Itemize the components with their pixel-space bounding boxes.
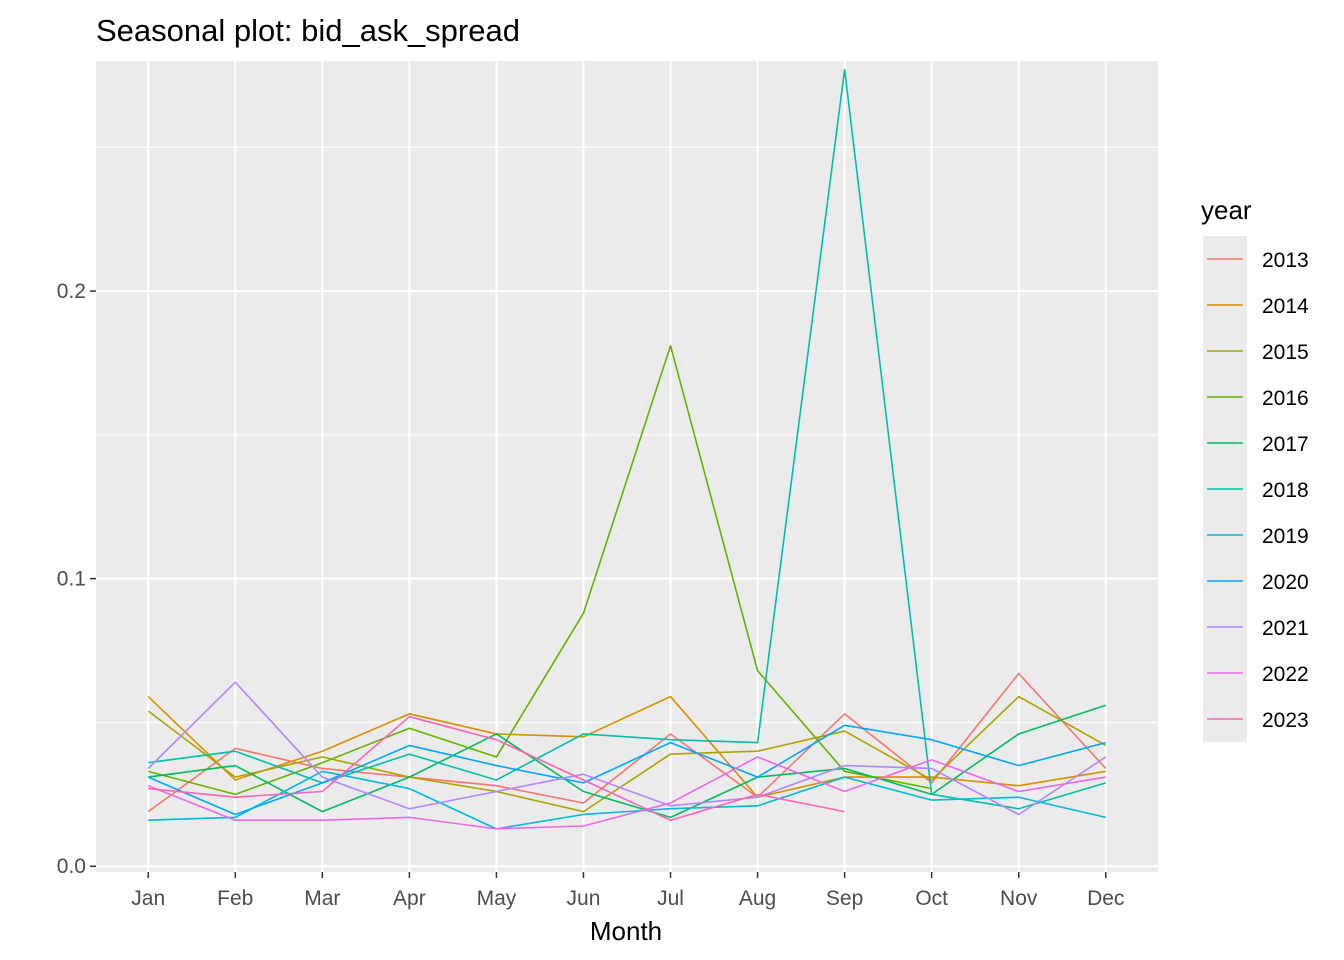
- series-line-2017: [148, 704, 1107, 819]
- x-tick-label-jul: Jul: [657, 887, 684, 910]
- y-tick-label: 0.0: [57, 855, 86, 878]
- x-tick-label-may: May: [477, 887, 517, 910]
- x-axis: Jan Feb Mar Apr May Jun Jul Aug Sep Oct Nov Dec: [131, 872, 1124, 910]
- x-axis-title: Month: [590, 916, 662, 946]
- legend-label-2013: 2013: [1262, 249, 1309, 272]
- x-tick-label-nov: Nov: [1000, 887, 1038, 910]
- series-lines: [147, 68, 1107, 830]
- legend-label-2017: 2017: [1262, 433, 1309, 456]
- x-tick-label-apr: Apr: [393, 887, 426, 910]
- y-axis: 0.0 0.1 0.2: [57, 280, 96, 878]
- series-line-2016: [148, 344, 932, 796]
- series-line-2023: [148, 715, 845, 822]
- x-tick-label-jan: Jan: [131, 887, 165, 910]
- series-line-2018: [148, 68, 1106, 810]
- x-tick-label-jun: Jun: [567, 887, 601, 910]
- legend-label-2015: 2015: [1262, 341, 1309, 364]
- legend-label-2016: 2016: [1262, 387, 1309, 410]
- x-tick-label-mar: Mar: [304, 887, 340, 910]
- series-line-2022: [147, 756, 1106, 830]
- series-line-2020: [147, 724, 1106, 816]
- plot-panel: [96, 61, 1158, 872]
- legend: 2013 2014 2015 2016 2017 2018 2019 2020 2021 2022…: [1203, 236, 1309, 742]
- series-line-2014: [147, 695, 1106, 799]
- x-tick-label-oct: Oct: [915, 887, 948, 910]
- legend-label-2022: 2022: [1262, 663, 1309, 686]
- series-line-2021: [147, 681, 1107, 816]
- y-tick-label: 0.1: [57, 568, 86, 591]
- legend-label-2021: 2021: [1262, 617, 1309, 640]
- x-tick-label-dec: Dec: [1087, 887, 1124, 910]
- x-tick-label-feb: Feb: [217, 887, 253, 910]
- y-tick-label: 0.2: [57, 280, 86, 303]
- legend-label-2020: 2020: [1262, 571, 1309, 594]
- legend-label-2014: 2014: [1262, 295, 1309, 318]
- x-tick-label-aug: Aug: [739, 887, 776, 910]
- legend-label-2019: 2019: [1262, 525, 1309, 548]
- x-tick-label-sep: Sep: [826, 887, 863, 910]
- legend-title: year: [1201, 195, 1252, 225]
- chart-title: Seasonal plot: bid_ask_spread: [96, 13, 520, 48]
- legend-label-2023: 2023: [1262, 709, 1309, 732]
- legend-label-2018: 2018: [1262, 479, 1309, 502]
- series-line-2019: [148, 770, 1106, 830]
